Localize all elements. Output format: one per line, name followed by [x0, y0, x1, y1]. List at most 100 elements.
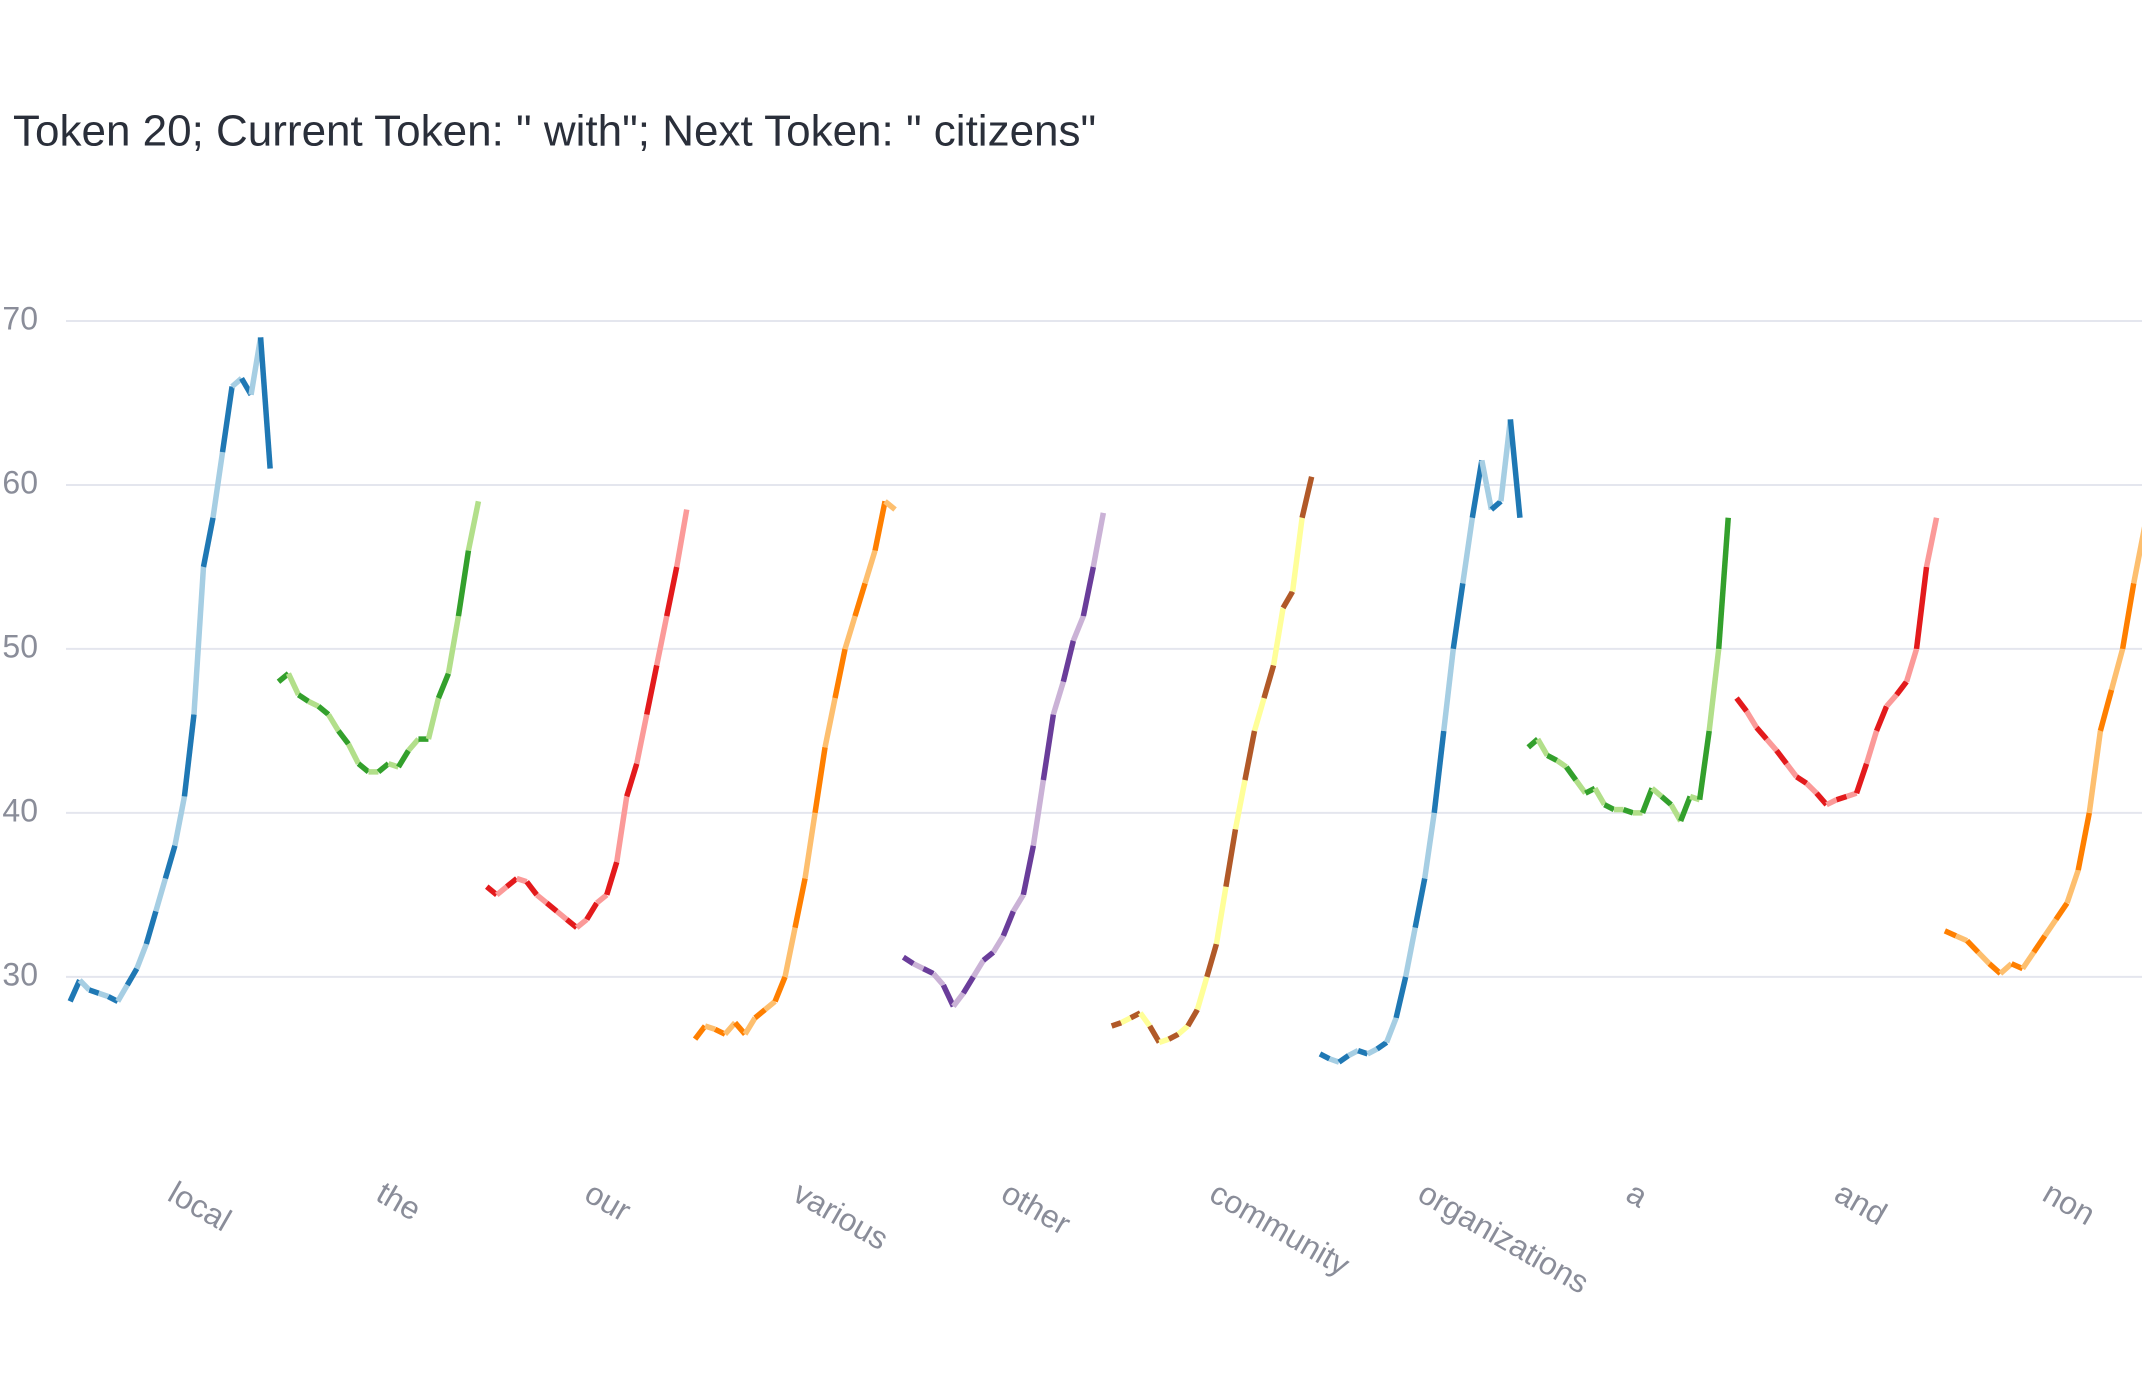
line-segment: [326, 713, 341, 733]
line-segment: [1090, 512, 1107, 568]
line-segment: [1976, 950, 1992, 966]
line-segment: [97, 990, 110, 1000]
line-segment: [445, 615, 462, 674]
line-segment: [1280, 590, 1295, 610]
line-segment: [1863, 730, 1880, 765]
line-segment: [1498, 419, 1514, 502]
line-segment: [763, 999, 777, 1012]
line-segment: [991, 934, 1006, 954]
line-segment: [584, 901, 600, 921]
line-segment: [1213, 886, 1229, 945]
line-segment: [852, 582, 868, 617]
line-segment: [172, 795, 188, 847]
line-segment: [1138, 1011, 1152, 1028]
line-segment: [1167, 1031, 1180, 1042]
line-segment: [664, 566, 680, 617]
line-segment: [654, 615, 670, 666]
line-segment: [515, 875, 528, 885]
line-segment: [555, 909, 569, 922]
line-segment: [1020, 845, 1037, 896]
y-tick-label: 50: [2, 628, 38, 664]
line-segment: [1147, 1024, 1162, 1044]
line-segment: [624, 762, 640, 798]
line-segment: [1835, 793, 1848, 803]
x-tick-label: various: [787, 1174, 894, 1257]
x-tick-label: other: [996, 1174, 1077, 1242]
line-segment: [1318, 1051, 1331, 1062]
line-segment: [1450, 582, 1466, 650]
line-segment: [1804, 781, 1819, 796]
line-segment: [1884, 693, 1899, 709]
line-segment: [376, 761, 391, 775]
line-segment: [285, 672, 301, 696]
line-segment: [435, 672, 451, 700]
line-segment: [1421, 812, 1437, 879]
line-segment: [181, 714, 197, 797]
line-segment: [307, 698, 320, 709]
y-tick-label: 40: [2, 792, 38, 828]
y-tick-label: 70: [2, 300, 38, 336]
line-segment: [1204, 943, 1220, 978]
line-segment: [1251, 697, 1267, 732]
line-segment: [143, 910, 159, 945]
line-segment: [1050, 680, 1066, 716]
line-segment: [1299, 476, 1315, 519]
x-tick-label: our: [579, 1174, 637, 1228]
line-segment: [922, 966, 935, 977]
line-segment: [1592, 786, 1607, 807]
line-segment: [1289, 517, 1305, 592]
line-segment: [792, 877, 808, 929]
line-segment: [1555, 758, 1568, 770]
x-tick-label: a: [1621, 1174, 1655, 1214]
line-segment: [356, 761, 371, 775]
line-segment: [162, 844, 178, 880]
line-segment: [1080, 566, 1097, 617]
line-segment: [2020, 950, 2037, 971]
line-segment: [822, 697, 838, 748]
line-segment: [951, 991, 966, 1009]
line-segment: [1337, 1053, 1351, 1065]
line-segment: [1507, 419, 1523, 519]
line-segment: [1853, 762, 1870, 795]
line-segment: [1412, 877, 1428, 929]
line-segment: [67, 978, 83, 1003]
line-segment: [802, 812, 818, 879]
x-tick-label: organizations: [1412, 1174, 1595, 1300]
line-segment: [1774, 748, 1789, 766]
line-segment: [2119, 582, 2137, 650]
line-segment: [1943, 928, 1958, 939]
line-segment: [1384, 1016, 1399, 1044]
line-segment: [200, 517, 216, 568]
line-segment: [106, 994, 120, 1004]
line-segment: [2042, 917, 2059, 938]
line-segment: [1825, 797, 1838, 808]
line-segment: [674, 509, 690, 568]
line-segment: [872, 500, 888, 552]
line-segment: [495, 884, 509, 897]
line-segment: [931, 971, 946, 987]
line-segment: [1894, 680, 1909, 697]
line-segment: [77, 978, 92, 992]
x-tick-label: the: [371, 1174, 428, 1227]
line-segment: [704, 1023, 716, 1032]
line-segment: [219, 386, 235, 453]
line-segment: [604, 861, 620, 896]
line-segment: [1678, 795, 1693, 823]
line-segment: [406, 737, 421, 753]
line-segment: [1176, 1023, 1190, 1037]
line-segment: [1185, 1008, 1200, 1028]
line-segment: [1573, 778, 1588, 795]
line-segment: [2086, 730, 2104, 814]
line-segment: [1347, 1048, 1360, 1058]
line-segment: [1070, 615, 1086, 642]
line-segment: [115, 983, 130, 1003]
line-segment: [88, 987, 100, 996]
line-segment: [387, 761, 400, 770]
line-segment: [1795, 774, 1809, 786]
line-segment: [465, 500, 482, 552]
line-segment: [1232, 779, 1248, 830]
line-segment: [316, 704, 331, 717]
line-segment: [565, 917, 579, 930]
line-segment: [2075, 812, 2092, 871]
